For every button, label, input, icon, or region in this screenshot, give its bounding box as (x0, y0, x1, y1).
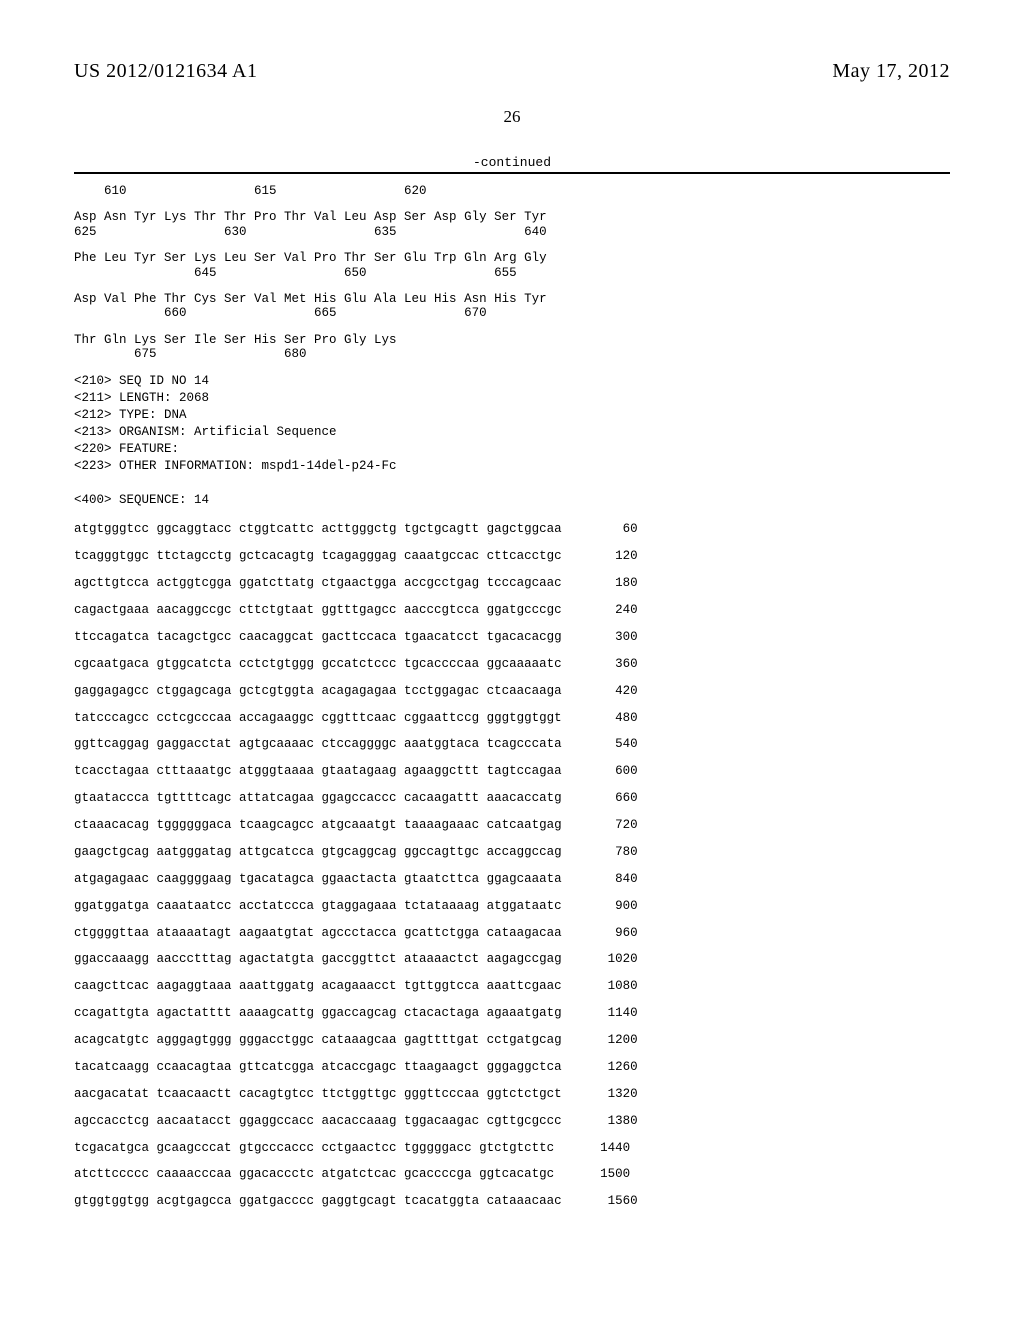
dna-position: 480 (584, 711, 638, 725)
dna-position: 240 (584, 603, 638, 617)
dna-row: ctaaacacag tggggggaca tcaagcagcc atgcaaa… (74, 818, 950, 832)
dna-row: gtaataccca tgttttcagc attatcagaa ggagcca… (74, 791, 950, 805)
protein-sequence-tail: 610 615 620 Asp Asn Tyr Lys Thr Thr Pro T… (74, 184, 950, 361)
dna-position: 1200 (584, 1033, 638, 1047)
dna-sequence: ggttcaggag gaggacctat agtgcaaaac ctccagg… (74, 737, 562, 751)
protein-row: Asp Asn Tyr Lys Thr Thr Pro Thr Val Leu … (74, 210, 950, 239)
dna-row: ctggggttaa ataaaatagt aagaatgtat agcccta… (74, 926, 950, 940)
dna-sequence: gtggtggtgg acgtgagcca ggatgacccc gaggtgc… (74, 1194, 562, 1208)
top-rule (74, 172, 950, 174)
dna-position: 1380 (584, 1114, 638, 1128)
dna-position: 780 (584, 845, 638, 859)
dna-row: gaagctgcag aatgggatag attgcatcca gtgcagg… (74, 845, 950, 859)
continued-label: -continued (74, 155, 950, 170)
dna-sequence: atcttccccc caaaacccaa ggacaccctc atgatct… (74, 1167, 554, 1181)
dna-row: tcacctagaa ctttaaatgc atgggtaaaa gtaatag… (74, 764, 950, 778)
dna-row: acagcatgtc agggagtggg gggacctggc cataaag… (74, 1033, 950, 1047)
dna-sequence: ctggggttaa ataaaatagt aagaatgtat agcccta… (74, 926, 562, 940)
dna-sequence: tcgacatgca gcaagcccat gtgcccaccc cctgaac… (74, 1141, 554, 1155)
publication-number: US 2012/0121634 A1 (74, 60, 257, 83)
dna-row: cagactgaaa aacaggccgc cttctgtaat ggtttga… (74, 603, 950, 617)
dna-row: ccagattgta agactatttt aaaagcattg ggaccag… (74, 1006, 950, 1020)
dna-position: 360 (584, 657, 638, 671)
dna-sequence-listing: atgtgggtcc ggcaggtacc ctggtcattc acttggg… (74, 522, 950, 1208)
dna-position: 540 (584, 737, 638, 751)
dna-position: 900 (584, 899, 638, 913)
dna-position: 300 (584, 630, 638, 644)
dna-position: 840 (584, 872, 638, 886)
dna-row: atgtgggtcc ggcaggtacc ctggtcattc acttggg… (74, 522, 950, 536)
dna-position: 1500 (576, 1167, 630, 1181)
dna-sequence: tcacctagaa ctttaaatgc atgggtaaaa gtaatag… (74, 764, 562, 778)
dna-sequence: atgtgggtcc ggcaggtacc ctggtcattc acttggg… (74, 522, 562, 536)
protein-row: 610 615 620 (74, 184, 950, 198)
dna-position: 600 (584, 764, 638, 778)
protein-row: Phe Leu Tyr Ser Lys Leu Ser Val Pro Thr … (74, 251, 950, 280)
dna-position: 1440 (576, 1141, 630, 1155)
sequence-metadata: <210> SEQ ID NO 14 <211> LENGTH: 2068 <2… (74, 373, 950, 508)
dna-position: 180 (584, 576, 638, 590)
dna-sequence: ctaaacacag tggggggaca tcaagcagcc atgcaaa… (74, 818, 562, 832)
dna-row: atgagagaac caaggggaag tgacatagca ggaacta… (74, 872, 950, 886)
dna-row: agccacctcg aacaatacct ggaggccacc aacacca… (74, 1114, 950, 1128)
dna-sequence: atgagagaac caaggggaag tgacatagca ggaacta… (74, 872, 562, 886)
dna-row: aacgacatat tcaacaactt cacagtgtcc ttctggt… (74, 1087, 950, 1101)
dna-position: 1320 (584, 1087, 638, 1101)
dna-sequence: agcttgtcca actggtcgga ggatcttatg ctgaact… (74, 576, 562, 590)
dna-row: tcagggtggc ttctagcctg gctcacagtg tcagagg… (74, 549, 950, 563)
dna-sequence: cagactgaaa aacaggccgc cttctgtaat ggtttga… (74, 603, 562, 617)
publication-date: May 17, 2012 (832, 60, 950, 83)
dna-sequence: ttccagatca tacagctgcc caacaggcat gacttcc… (74, 630, 562, 644)
dna-position: 60 (584, 522, 638, 536)
dna-position: 660 (584, 791, 638, 805)
dna-row: agcttgtcca actggtcgga ggatcttatg ctgaact… (74, 576, 950, 590)
dna-position: 720 (584, 818, 638, 832)
dna-sequence: tacatcaagg ccaacagtaa gttcatcgga atcaccg… (74, 1060, 562, 1074)
dna-row: caagcttcac aagaggtaaa aaattggatg acagaaa… (74, 979, 950, 993)
dna-position: 1560 (584, 1194, 638, 1208)
protein-row: Asp Val Phe Thr Cys Ser Val Met His Glu … (74, 292, 950, 321)
dna-sequence: caagcttcac aagaggtaaa aaattggatg acagaaa… (74, 979, 562, 993)
dna-row: atcttccccc caaaacccaa ggacaccctc atgatct… (74, 1167, 950, 1181)
dna-sequence: tcagggtggc ttctagcctg gctcacagtg tcagagg… (74, 549, 562, 563)
dna-sequence: aacgacatat tcaacaactt cacagtgtcc ttctggt… (74, 1087, 562, 1101)
dna-sequence: tatcccagcc cctcgcccaa accagaaggc cggtttc… (74, 711, 562, 725)
dna-sequence: ggaccaaagg aaccctttag agactatgta gaccggt… (74, 952, 562, 966)
dna-sequence: gaggagagcc ctggagcaga gctcgtggta acagaga… (74, 684, 562, 698)
dna-sequence: acagcatgtc agggagtggg gggacctggc cataaag… (74, 1033, 562, 1047)
dna-sequence: cgcaatgaca gtggcatcta cctctgtggg gccatct… (74, 657, 562, 671)
protein-row: Thr Gln Lys Ser Ile Ser His Ser Pro Gly … (74, 333, 950, 362)
dna-sequence: ggatggatga caaataatcc acctatccca gtaggag… (74, 899, 562, 913)
dna-row: ggttcaggag gaggacctat agtgcaaaac ctccagg… (74, 737, 950, 751)
dna-position: 420 (584, 684, 638, 698)
dna-position: 1020 (584, 952, 638, 966)
dna-row: cgcaatgaca gtggcatcta cctctgtggg gccatct… (74, 657, 950, 671)
dna-row: gtggtggtgg acgtgagcca ggatgacccc gaggtgc… (74, 1194, 950, 1208)
dna-position: 1080 (584, 979, 638, 993)
dna-row: gaggagagcc ctggagcaga gctcgtggta acagaga… (74, 684, 950, 698)
dna-row: ggatggatga caaataatcc acctatccca gtaggag… (74, 899, 950, 913)
dna-position: 120 (584, 549, 638, 563)
dna-position: 960 (584, 926, 638, 940)
dna-position: 1260 (584, 1060, 638, 1074)
dna-sequence: ccagattgta agactatttt aaaagcattg ggaccag… (74, 1006, 562, 1020)
dna-row: tcgacatgca gcaagcccat gtgcccaccc cctgaac… (74, 1141, 950, 1155)
dna-sequence: agccacctcg aacaatacct ggaggccacc aacacca… (74, 1114, 562, 1128)
dna-row: ttccagatca tacagctgcc caacaggcat gacttcc… (74, 630, 950, 644)
dna-row: ggaccaaagg aaccctttag agactatgta gaccggt… (74, 952, 950, 966)
dna-row: tacatcaagg ccaacagtaa gttcatcgga atcaccg… (74, 1060, 950, 1074)
page-number: 26 (74, 107, 950, 127)
dna-sequence: gtaataccca tgttttcagc attatcagaa ggagcca… (74, 791, 562, 805)
dna-row: tatcccagcc cctcgcccaa accagaaggc cggtttc… (74, 711, 950, 725)
dna-position: 1140 (584, 1006, 638, 1020)
dna-sequence: gaagctgcag aatgggatag attgcatcca gtgcagg… (74, 845, 562, 859)
